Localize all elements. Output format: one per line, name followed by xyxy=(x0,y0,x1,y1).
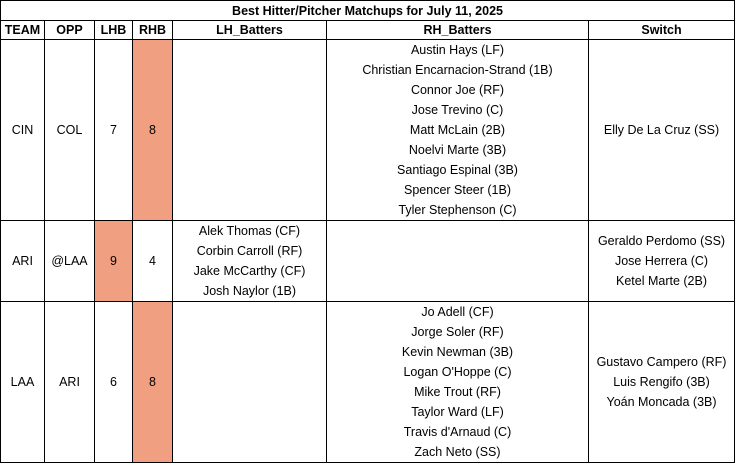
table-body: CIN COL 7 8 Austin Hays (LF) Christian Encarn… xyxy=(0,39,736,463)
table-row: ARI @LAA 9 4 Alek Thomas (CF) Corbin Carroll … xyxy=(0,220,736,302)
table-row: CIN COL 7 8 Austin Hays (LF) Christian Encarn… xyxy=(0,39,736,221)
player-name: Jose Herrera (C) xyxy=(614,254,709,268)
player-name: Jorge Soler (RF) xyxy=(411,325,504,339)
player-name: Geraldo Perdomo (SS) xyxy=(597,234,726,248)
rh-batters-cell xyxy=(326,220,589,302)
lh-batters-cell xyxy=(172,39,327,221)
header-rh-batters: RH_Batters xyxy=(326,20,589,40)
player-name: Austin Hays (LF) xyxy=(410,43,505,57)
opp-cell: ARI xyxy=(44,301,95,463)
header-lhb: LHB xyxy=(94,20,133,40)
player-name: Logan O'Hoppe (C) xyxy=(403,365,512,379)
rh-batters-cell: Jo Adell (CF) Jorge Soler (RF) Kevin Newma… xyxy=(326,301,589,463)
table-title: Best Hitter/Pitcher Matchups for July 11… xyxy=(0,0,736,21)
player-name: Jose Trevino (C) xyxy=(411,103,504,117)
header-switch: Switch xyxy=(587,20,736,40)
header-lh-batters: LH_Batters xyxy=(172,20,327,40)
player-name: Jo Adell (CF) xyxy=(421,305,494,319)
player-name: Taylor Ward (LF) xyxy=(411,405,504,419)
player-name: Noelvi Marte (3B) xyxy=(408,143,507,157)
player-name: Santiago Espinal (3B) xyxy=(397,163,518,177)
header-rhb: RHB xyxy=(132,20,173,40)
header-opp: OPP xyxy=(44,20,95,40)
player-name: Elly De La Cruz (SS) xyxy=(603,123,720,137)
header-team: TEAM xyxy=(0,20,45,40)
player-name: Luis Rengifo (3B) xyxy=(613,375,710,389)
player-name: Ketel Marte (2B) xyxy=(616,274,708,288)
player-name: Zach Neto (SS) xyxy=(414,445,501,459)
player-name: Gustavo Campero (RF) xyxy=(596,355,727,369)
team-cell: ARI xyxy=(0,220,45,302)
lhb-cell: 7 xyxy=(94,39,133,221)
team-cell: LAA xyxy=(0,301,45,463)
switch-cell: Elly De La Cruz (SS) xyxy=(587,39,736,221)
lhb-cell: 6 xyxy=(94,301,133,463)
opp-cell: COL xyxy=(44,39,95,221)
team-cell: CIN xyxy=(0,39,45,221)
player-name: Jake McCarthy (CF) xyxy=(193,264,306,278)
rh-batters-cell: Austin Hays (LF) Christian Encarnacion-St… xyxy=(326,39,589,221)
player-name: Connor Joe (RF) xyxy=(410,83,505,97)
rhb-cell: 4 xyxy=(132,220,173,302)
player-name: Alek Thomas (CF) xyxy=(198,224,301,238)
lhb-cell: 9 xyxy=(94,220,133,302)
player-name: Corbin Carroll (RF) xyxy=(196,244,303,258)
player-name: Yoán Moncada (3B) xyxy=(606,395,717,409)
player-name: Christian Encarnacion-Strand (1B) xyxy=(362,63,553,77)
opp-cell: @LAA xyxy=(44,220,95,302)
player-name: Josh Naylor (1B) xyxy=(202,284,297,298)
player-name: Matt McLain (2B) xyxy=(409,123,506,137)
rhb-cell: 8 xyxy=(132,301,173,463)
table-row: LAA ARI 6 8 Jo Adell (CF) Jorge Soler (RF) Kev… xyxy=(0,301,736,463)
player-name: Spencer Steer (1B) xyxy=(404,183,511,197)
rhb-cell: 8 xyxy=(132,39,173,221)
switch-cell: Gustavo Campero (RF) Luis Rengifo (3B) Yoá… xyxy=(587,301,736,463)
player-name: Travis d'Arnaud (C) xyxy=(403,425,512,439)
player-name: Tyler Stephenson (C) xyxy=(398,203,517,217)
lh-batters-cell xyxy=(172,301,327,463)
player-name: Kevin Newman (3B) xyxy=(401,345,514,359)
lh-batters-cell: Alek Thomas (CF) Corbin Carroll (RF) Jake … xyxy=(172,220,327,302)
switch-cell: Geraldo Perdomo (SS) Jose Herrera (C) Kete… xyxy=(587,220,736,302)
player-name: Mike Trout (RF) xyxy=(414,385,501,399)
